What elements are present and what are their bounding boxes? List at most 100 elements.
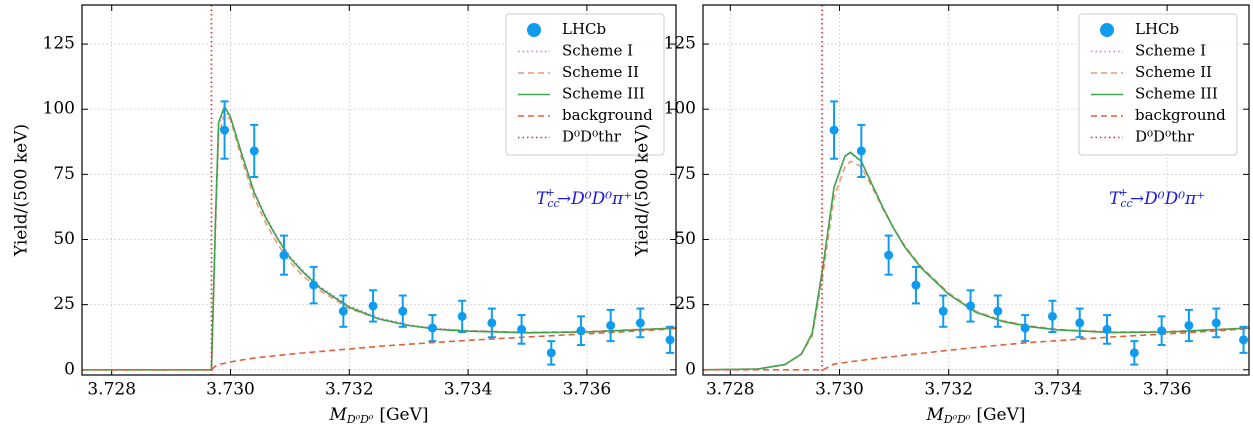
- annotation: Tcc+ →D⁰D⁰π⁺: [536, 186, 632, 210]
- curve: [82, 327, 676, 371]
- legend-label: LHCb: [1135, 20, 1179, 38]
- legend-label: Scheme I: [562, 42, 633, 60]
- data-point: [1047, 311, 1057, 321]
- y-tick-label: 75: [674, 164, 696, 184]
- data-point: [546, 348, 556, 358]
- data-point: [1102, 324, 1112, 334]
- annotation-rest: →D⁰D⁰π⁺: [1130, 189, 1205, 209]
- data-point: [1184, 320, 1194, 330]
- data-point: [966, 301, 976, 311]
- y-tick-label: 125: [664, 34, 696, 54]
- x-axis-label: MD⁰D⁰ [GeV]: [328, 405, 428, 427]
- x-label-unit: [GeV]: [379, 405, 428, 425]
- legend-marker: [527, 23, 541, 37]
- y-tick-label: 25: [53, 294, 75, 314]
- legend-label: background: [1135, 106, 1226, 124]
- curve: [82, 104, 676, 371]
- legend-label: Scheme II: [1135, 63, 1212, 81]
- legend-label: Scheme I: [1135, 42, 1206, 60]
- data-point: [1075, 318, 1085, 328]
- data-point: [338, 306, 348, 316]
- axes-frame: [702, 4, 1250, 376]
- y-tick-label: 100: [664, 99, 696, 119]
- annotation: Tcc+ →D⁰D⁰π⁺: [1109, 186, 1205, 210]
- y-tick-label: 0: [64, 359, 75, 379]
- x-label-sub: D⁰D⁰: [943, 413, 971, 426]
- y-tick-label: 125: [43, 34, 75, 54]
- curve: [82, 107, 676, 371]
- data-point: [829, 125, 839, 135]
- data-point: [487, 318, 497, 328]
- annotation-sup: +: [1119, 186, 1128, 199]
- data-point: [606, 320, 616, 330]
- data-point: [1129, 348, 1139, 358]
- curve: [703, 151, 1249, 371]
- x-tick-label: 3.732: [325, 380, 374, 400]
- x-tick-label: 3.728: [706, 380, 755, 400]
- data-point: [517, 324, 527, 334]
- legend-label: Scheme III: [562, 85, 645, 103]
- annotation-main: T: [1109, 189, 1122, 209]
- panel: 0 25 50 75 100 125 3.728 3.730 3.732 3.734 3.736 Yi…: [12, 4, 677, 427]
- data-point: [1157, 326, 1167, 336]
- legend-marker: [1100, 23, 1114, 37]
- legend-label: Scheme III: [1135, 85, 1218, 103]
- data-point: [309, 280, 319, 290]
- y-axis-label: Yield/(500 keV): [12, 124, 32, 257]
- y-tick-label: 100: [43, 99, 75, 119]
- legend-label: background: [562, 106, 653, 124]
- x-label-symbol: M: [328, 405, 347, 425]
- data-point: [427, 323, 437, 333]
- axes-frame: [81, 4, 677, 376]
- data-point: [368, 301, 378, 311]
- legend-label: D⁰D⁰thr: [562, 128, 622, 146]
- y-tick-label: 0: [685, 359, 696, 379]
- data-point: [220, 125, 230, 135]
- data-point: [398, 306, 408, 316]
- data-point: [856, 146, 866, 156]
- legend: LHCb Scheme I Scheme II Scheme III backgroun…: [1078, 13, 1238, 156]
- panel: 0 25 50 75 100 125 3.728 3.730 3.732 3.734 3.736 Yi…: [633, 4, 1250, 427]
- x-tick-label: 3.734: [1034, 380, 1083, 400]
- x-tick-label: 3.732: [924, 380, 973, 400]
- legend-box: [505, 13, 665, 156]
- data-point: [1020, 323, 1030, 333]
- x-tick-label: 3.736: [563, 380, 612, 400]
- data-point: [576, 326, 586, 336]
- x-label-unit: [GeV]: [976, 405, 1025, 425]
- data-point: [279, 250, 289, 260]
- data-point: [635, 318, 645, 328]
- x-axis-label: MD⁰D⁰ [GeV]: [925, 405, 1025, 427]
- annotation-main: T: [536, 189, 549, 209]
- legend-box: [1078, 13, 1238, 156]
- data-point: [993, 306, 1003, 316]
- legend-label: LHCb: [562, 20, 606, 38]
- annotation-sub: cc: [1120, 197, 1132, 210]
- x-label-sub: D⁰D⁰: [346, 413, 374, 426]
- data-point: [911, 280, 921, 290]
- data-point: [1211, 318, 1221, 328]
- legend-label: Scheme II: [562, 63, 639, 81]
- annotation-sub: cc: [547, 197, 559, 210]
- y-axis-label: Yield/(500 keV): [633, 124, 653, 257]
- y-tick-label: 50: [53, 229, 75, 249]
- x-tick-label: 3.736: [1143, 380, 1192, 400]
- data-point: [457, 311, 467, 321]
- data-point: [249, 146, 259, 156]
- x-tick-label: 3.730: [815, 380, 864, 400]
- data-point: [884, 250, 894, 260]
- x-tick-label: 3.734: [444, 380, 493, 400]
- y-tick-label: 25: [674, 294, 696, 314]
- data-point: [665, 335, 675, 345]
- x-label-symbol: M: [925, 405, 944, 425]
- legend: LHCb Scheme I Scheme II Scheme III backgroun…: [505, 13, 665, 156]
- curve: [82, 113, 676, 371]
- annotation-rest: →D⁰D⁰π⁺: [557, 189, 632, 209]
- plot-area: [703, 5, 1249, 375]
- legend-label: D⁰D⁰thr: [1135, 128, 1195, 146]
- plot-area: [82, 5, 676, 375]
- annotation-sup: +: [546, 186, 555, 199]
- data-point: [938, 306, 948, 316]
